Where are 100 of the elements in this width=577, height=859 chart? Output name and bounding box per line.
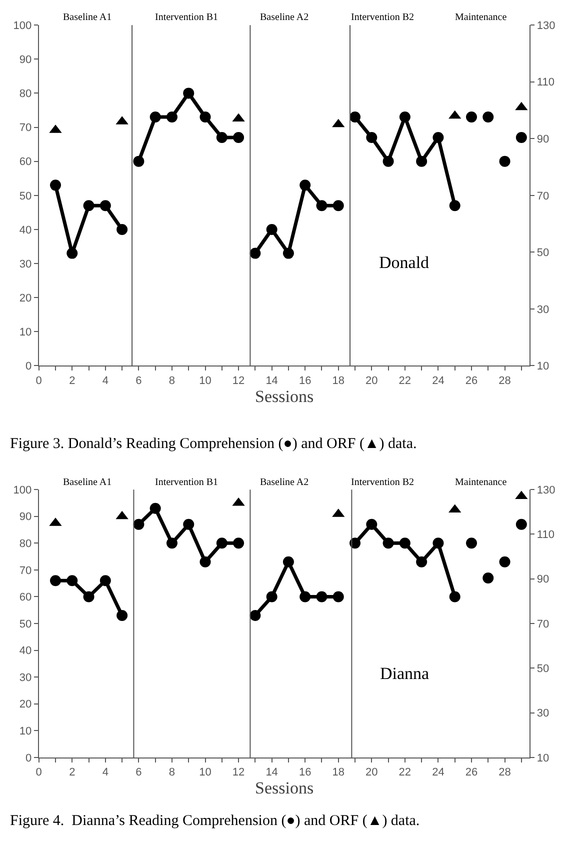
point [466,538,477,549]
point [350,112,361,123]
annotation: Donald [379,253,430,272]
point [300,591,311,602]
point [416,556,428,568]
y2-tick-label: 130 [536,484,556,496]
x-tick-label: 2 [69,374,76,387]
point [482,572,494,584]
point [282,248,294,259]
y-tick-label: 20 [19,292,32,304]
point [399,112,410,123]
text: Intervention B1 [155,12,218,23]
text: Baseline A1 [63,477,112,488]
point [216,538,228,549]
y-tick-label: 100 [13,20,32,32]
point [366,132,378,143]
point [50,575,61,586]
point [432,538,444,549]
point [150,502,161,514]
point [516,518,527,530]
point [200,112,211,123]
x-axis-title: Sessions [255,386,314,406]
y-tick-label: 30 [19,672,32,684]
text: Baseline A1 [63,12,112,23]
point [200,556,211,568]
y-tick-label: 0 [26,752,32,764]
text: Intervention B2 [351,12,414,23]
point [66,575,78,586]
x-axis-title: Sessions [255,778,314,798]
text: Baseline A2 [260,12,309,23]
x-tick-label: 6 [136,766,142,779]
text: Baseline A2 [260,477,309,488]
point [316,200,328,212]
y-tick-label: 50 [19,618,32,630]
x-tick-label: 14 [266,374,278,387]
y-tick-label: 70 [19,564,32,577]
x-tick-label: 12 [232,766,245,779]
point [233,132,244,143]
point [350,538,361,549]
caption: Figure 3. Donald’s Reading Comprehension (●) and ORF (▲) data. [10,436,417,452]
x-tick-label: 10 [199,766,212,779]
text: Intervention B1 [155,477,218,488]
x-tick-label: 22 [398,766,412,779]
point [316,591,328,602]
y-tick-label: 80 [19,538,32,550]
point [116,224,128,235]
point [416,156,428,167]
point [449,591,460,602]
point [382,156,394,167]
point [100,575,111,586]
x-tick-label: 20 [366,374,378,387]
y2-tick-label: 30 [536,304,550,316]
point [332,591,344,602]
point [83,591,94,602]
y-tick-label: 40 [19,224,32,236]
x-tick-label: 10 [199,374,212,387]
point [282,556,294,568]
y2-tick-label: 90 [536,574,550,586]
caption: Figure 4. Dianna’s Reading Comprehension (●) and ORF (▲) data. [10,813,420,829]
y-tick-label: 0 [26,360,32,373]
point [466,112,477,123]
point [482,112,494,123]
x-tick-label: 18 [332,374,344,387]
y2-tick-label: 110 [536,529,554,542]
y-tick-label: 90 [19,511,32,524]
point [499,156,510,167]
point [183,518,194,530]
point [100,200,111,212]
x-tick-label: 8 [168,766,176,779]
y-tick-label: 10 [19,726,32,738]
y-tick-label: 60 [19,592,32,604]
y-tick-label: 70 [19,122,32,134]
text: Intervention B2 [351,477,414,488]
y2-tick-label: 10 [536,360,550,373]
point [382,538,394,549]
x-tick-label: 0 [36,374,42,387]
annotation: Dianna [380,664,430,683]
x-tick-label: 6 [136,374,142,387]
x-tick-label: 0 [36,766,42,779]
x-tick-label: 28 [498,374,511,387]
point [516,132,527,143]
point [266,224,278,235]
y2-tick-label: 70 [536,618,550,630]
text: Maintenance [455,477,508,488]
point [133,518,144,530]
y-tick-label: 20 [19,698,32,711]
y2-tick-label: 30 [536,708,550,720]
y2-tick-label: 90 [536,133,550,146]
point [50,180,61,191]
point [399,538,410,549]
x-tick-label: 12 [232,374,245,387]
point [150,112,161,123]
y2-tick-label: 70 [536,190,550,202]
x-tick-label: 18 [332,766,344,779]
point [183,88,194,99]
y-tick-label: 50 [19,190,32,202]
point [332,200,344,212]
point [116,610,128,621]
y-tick-label: 40 [19,645,32,658]
x-tick-label: 20 [366,766,378,779]
